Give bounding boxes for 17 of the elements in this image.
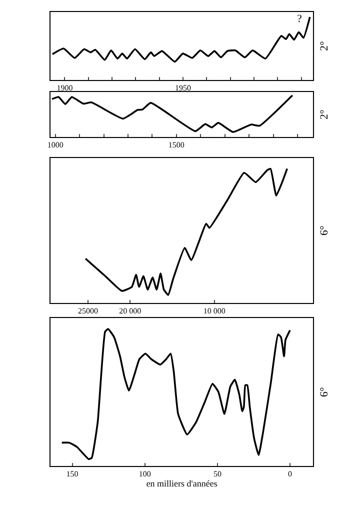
x-tick-label: 25000 — [78, 306, 98, 316]
x-tick-label: 1000 — [47, 140, 64, 150]
x-tick-label: 0 — [288, 470, 292, 479]
annotation: ? — [297, 13, 302, 25]
x-tick-label: 100 — [138, 470, 151, 479]
x-tick-label: 1950 — [175, 84, 192, 93]
x-tick-label: 10 000 — [203, 306, 226, 316]
x-tick-label: 1900 — [56, 84, 73, 93]
x-tick-label: 150 — [66, 470, 78, 479]
y-axis-title: 6° — [318, 226, 330, 236]
y-axis-title: 6° — [318, 387, 330, 397]
x-tick-label: 20 000 — [119, 306, 142, 316]
y-axis-title: 2° — [318, 110, 330, 120]
y-axis-title: 2° — [318, 41, 330, 51]
x-axis-title: en milliers d'années — [146, 478, 218, 489]
x-tick-label: 1500 — [168, 140, 184, 150]
x-tick-label: 50 — [213, 470, 222, 479]
